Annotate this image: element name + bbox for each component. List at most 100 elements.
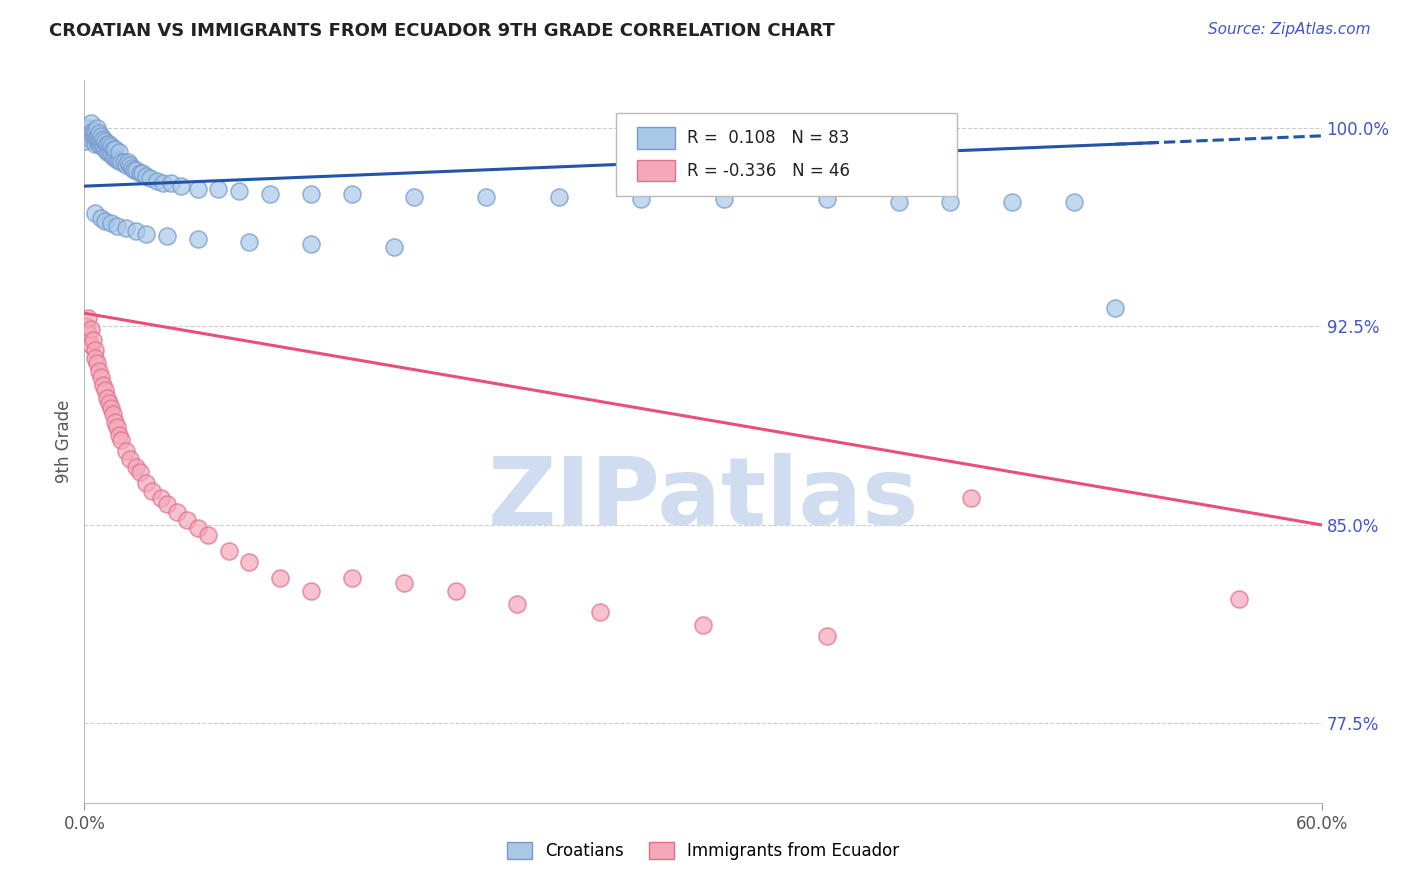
Point (125, 224, 148, 238)
Point (79, 131, 101, 145)
Point (79, 115, 101, 129)
Point (108, 428, 131, 442)
Point (110, 434, 132, 448)
Point (129, 465, 152, 479)
Point (87, 136, 110, 151)
Point (90, 369, 112, 384)
Point (238, 555, 260, 569)
Point (269, 571, 291, 585)
Point (187, 232, 209, 246)
Point (887, 194, 910, 209)
Point (87, 126, 110, 140)
Point (149, 491, 172, 506)
Point (815, 193, 838, 207)
Point (110, 155, 132, 169)
Point (79, 126, 101, 140)
Point (83, 128, 105, 143)
Point (91, 131, 114, 145)
Point (87, 364, 110, 378)
Point (145, 174, 167, 188)
Point (83, 351, 105, 366)
Point (166, 505, 188, 519)
Point (90, 139, 112, 153)
Point (105, 153, 128, 167)
Point (90, 134, 112, 148)
Point (82, 123, 104, 137)
Point (176, 513, 198, 527)
Point (547, 190, 569, 204)
Bar (637, 128, 675, 149)
Point (98, 136, 121, 151)
Point (112, 155, 135, 169)
Point (114, 221, 136, 235)
Point (125, 459, 148, 474)
Point (83, 123, 105, 137)
Point (104, 415, 127, 429)
Point (108, 153, 131, 167)
Point (131, 166, 153, 180)
Point (75, 134, 97, 148)
Point (630, 193, 652, 207)
Point (1001, 194, 1024, 209)
Point (156, 229, 179, 244)
Point (589, 605, 612, 619)
Point (96, 136, 118, 151)
Point (77, 327, 100, 342)
Point (77, 120, 100, 135)
Point (342, 571, 364, 585)
Point (692, 618, 714, 632)
Point (197, 528, 219, 542)
Point (129, 166, 152, 180)
Point (79, 322, 101, 336)
Point (141, 483, 163, 498)
Point (121, 161, 143, 175)
Point (156, 497, 179, 511)
Text: ZIPatlas: ZIPatlas (488, 453, 918, 545)
Point (299, 237, 322, 252)
Point (259, 187, 281, 202)
Point (1063, 194, 1085, 209)
Point (1104, 301, 1126, 315)
Point (104, 142, 127, 156)
Point (170, 179, 193, 194)
Point (94, 142, 117, 156)
Text: Source: ZipAtlas.com: Source: ZipAtlas.com (1208, 22, 1371, 37)
Point (75, 319, 97, 334)
Point (103, 407, 125, 421)
Point (86, 356, 108, 370)
Text: R = -0.336   N = 46: R = -0.336 N = 46 (688, 161, 849, 179)
Point (103, 142, 125, 156)
Point (187, 520, 209, 534)
Point (77, 126, 100, 140)
Point (94, 383, 117, 397)
Point (91, 139, 114, 153)
Point (83, 136, 105, 151)
Point (104, 150, 127, 164)
Point (299, 187, 322, 202)
Point (160, 177, 183, 191)
Point (475, 190, 498, 204)
Point (207, 182, 229, 196)
Point (187, 182, 209, 196)
Point (238, 235, 260, 249)
Point (83, 205, 105, 219)
Y-axis label: 9th Grade: 9th Grade (55, 400, 73, 483)
Point (139, 171, 162, 186)
Legend: Croatians, Immigrants from Ecuador: Croatians, Immigrants from Ecuador (501, 835, 905, 867)
Point (82, 128, 104, 143)
Point (94, 134, 117, 148)
Point (100, 139, 122, 153)
Point (342, 187, 364, 202)
Point (96, 391, 118, 405)
Point (100, 401, 122, 416)
Point (77, 311, 100, 326)
Point (86, 134, 108, 148)
Bar (637, 160, 675, 181)
Point (98, 145, 121, 159)
Point (90, 211, 112, 225)
Point (135, 227, 157, 241)
Point (1227, 592, 1250, 607)
Point (87, 131, 110, 145)
Point (83, 343, 105, 358)
Point (79, 338, 101, 352)
